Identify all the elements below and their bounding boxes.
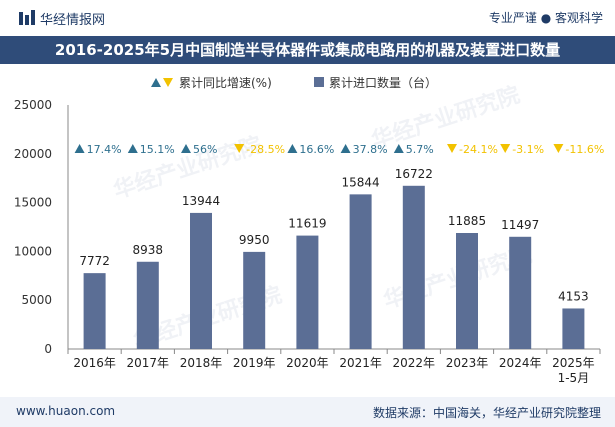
growth-down-triangle-icon xyxy=(553,144,564,153)
bar-value-label: 15844 xyxy=(342,175,380,189)
legend: 累计同比增速(%) 累计进口数量（台） xyxy=(151,75,437,90)
legend-bar-swatch xyxy=(314,77,324,87)
growth-label: -11.6% xyxy=(565,143,604,156)
growth-up-triangle-icon xyxy=(181,144,191,153)
bar-value-label: 4153 xyxy=(558,289,589,303)
bar-value-label: 16722 xyxy=(395,167,433,181)
growth-label: -24.1% xyxy=(459,143,498,156)
y-tick-label: 0 xyxy=(44,342,52,356)
legend-quantity-label: 累计进口数量（台） xyxy=(329,75,437,90)
x-tick-label: 2025年 xyxy=(552,356,595,370)
bar xyxy=(243,251,266,349)
growth-labels: 17.4% 15.1% 56% -28.5% 16.6% 37.8% 5.7% -24.1% -… xyxy=(74,143,604,156)
top-bar: 华经情报网 专业严谨 ● 客观科学 xyxy=(0,0,615,36)
growth-up-triangle-icon xyxy=(287,144,298,153)
x-axis: 2016年 2017年 2018年 2019年 2020年 2021年 2022年 2023年… xyxy=(67,349,601,385)
growth-label: 15.1% xyxy=(140,143,175,156)
legend-up-triangle-icon xyxy=(151,78,161,87)
legend-growth-label: 累计同比增速(%) xyxy=(179,76,272,90)
growth-label: 5.7% xyxy=(406,143,434,156)
x-tick-label: 2022年 xyxy=(393,356,436,370)
website-link[interactable]: www.huaon.com xyxy=(16,404,116,418)
x-tick-label: 2016年 xyxy=(73,356,116,370)
x-tick-label: 1-5月 xyxy=(558,371,590,385)
x-tick-label: 2020年 xyxy=(286,356,329,370)
growth-label: -28.5% xyxy=(246,143,285,156)
bar xyxy=(136,261,159,349)
bar-value-label: 7772 xyxy=(79,254,110,268)
x-tick-label: 2023年 xyxy=(446,356,489,370)
bar-value-label: 13944 xyxy=(182,194,220,208)
chart-title: 2016-2025年5月中国制造半导体器件或集成电路用的机器及装置进口数量 xyxy=(0,36,615,64)
y-tick-label: 5000 xyxy=(21,293,52,307)
growth-up-triangle-icon xyxy=(74,144,85,153)
bar-value-label: 11885 xyxy=(448,214,486,228)
bar-value-label: 11497 xyxy=(501,218,539,232)
growth-down-triangle-icon xyxy=(500,144,511,153)
y-tick-label: 25000 xyxy=(14,98,52,112)
growth-label: 17.4% xyxy=(87,143,122,156)
growth-label: -3.1% xyxy=(512,143,544,156)
data-source: 数据来源：中国海关，华经产业研究院整理 xyxy=(372,406,601,420)
bar xyxy=(190,212,212,349)
bar-chart: 累计同比增速(%) 累计进口数量（台） 0 5000 10000 15000 20000… xyxy=(14,75,605,385)
growth-label: 56% xyxy=(193,143,217,156)
x-tick-label: 2017年 xyxy=(127,356,170,370)
brand-name: 华经情报网 xyxy=(40,13,106,28)
growth-down-triangle-icon xyxy=(447,144,457,153)
growth-label: 37.8% xyxy=(353,143,388,156)
y-tick-label: 10000 xyxy=(14,244,52,258)
x-tick-label: 2018年 xyxy=(180,356,223,370)
growth-down-triangle-icon xyxy=(234,144,245,153)
bars: 7772 8938 13944 9950 11619 15844 16722 11885 114… xyxy=(79,167,589,349)
legend-down-triangle-icon xyxy=(163,78,173,87)
bar xyxy=(296,235,319,349)
logo-icon xyxy=(19,10,35,25)
growth-up-triangle-icon xyxy=(340,144,351,153)
growth-up-triangle-icon xyxy=(127,144,138,153)
x-tick-label: 2021年 xyxy=(339,356,382,370)
bar xyxy=(83,273,106,349)
bar-value-label: 8938 xyxy=(133,243,164,257)
x-tick-label: 2024年 xyxy=(499,356,542,370)
bar xyxy=(456,233,478,349)
x-tick-label: 2019年 xyxy=(233,356,276,370)
bar xyxy=(349,194,372,349)
growth-label: 16.6% xyxy=(299,143,334,156)
bar-value-label: 11619 xyxy=(288,217,326,231)
bar xyxy=(562,308,585,349)
tagline: 专业严谨 ● 客观科学 xyxy=(488,11,603,25)
growth-up-triangle-icon xyxy=(393,144,404,153)
y-tick-label: 20000 xyxy=(14,147,52,161)
bar xyxy=(509,236,532,349)
footer: www.huaon.com 数据来源：中国海关，华经产业研究院整理 xyxy=(0,397,615,427)
bar-value-label: 9950 xyxy=(239,233,270,247)
bar xyxy=(402,185,425,349)
y-tick-label: 15000 xyxy=(14,196,52,210)
